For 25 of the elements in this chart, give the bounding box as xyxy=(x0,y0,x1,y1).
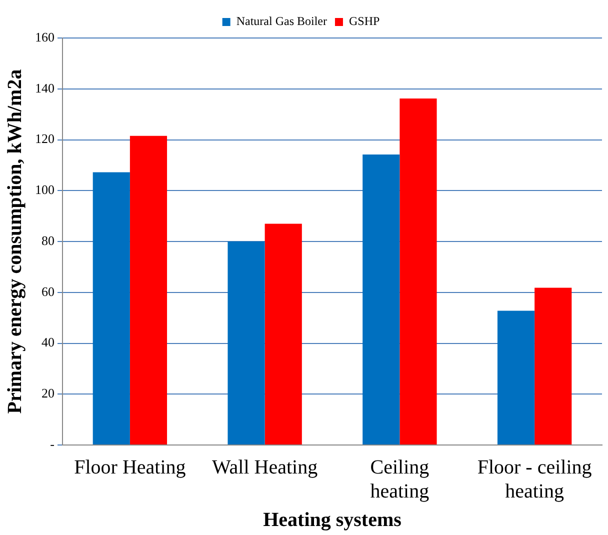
bar xyxy=(400,98,437,444)
y-tick-label: 160 xyxy=(35,29,54,44)
y-tick-label: 140 xyxy=(35,80,54,96)
x-axis-title: Heating systems xyxy=(263,509,402,532)
bar xyxy=(264,224,302,444)
x-tick-label: Floor Heating xyxy=(74,456,186,478)
y-tick-label: 20 xyxy=(42,386,54,401)
bar xyxy=(228,242,265,444)
y-tick-label: 120 xyxy=(35,131,54,146)
y-tick-label: 40 xyxy=(42,334,54,350)
y-tick-label: 60 xyxy=(42,284,54,299)
bar xyxy=(92,172,130,444)
legend-label: GSHP xyxy=(348,14,380,28)
x-tick-label: Floor - ceiling heating xyxy=(477,456,592,502)
x-tick-label: Ceiling heating xyxy=(370,456,430,502)
y-tick-label: 80 xyxy=(42,232,54,248)
bar xyxy=(130,136,168,444)
y-tick-label: 100 xyxy=(35,182,54,198)
bar xyxy=(534,288,572,444)
x-tick-label: Wall Heating xyxy=(212,456,318,478)
y-tick-label: - xyxy=(50,436,54,452)
y-axis-title: Primary energy consumption, kWh/m2a xyxy=(4,69,26,414)
legend-label: Natural Gas Boiler xyxy=(236,14,327,28)
bar xyxy=(497,310,535,444)
bar xyxy=(362,154,400,444)
